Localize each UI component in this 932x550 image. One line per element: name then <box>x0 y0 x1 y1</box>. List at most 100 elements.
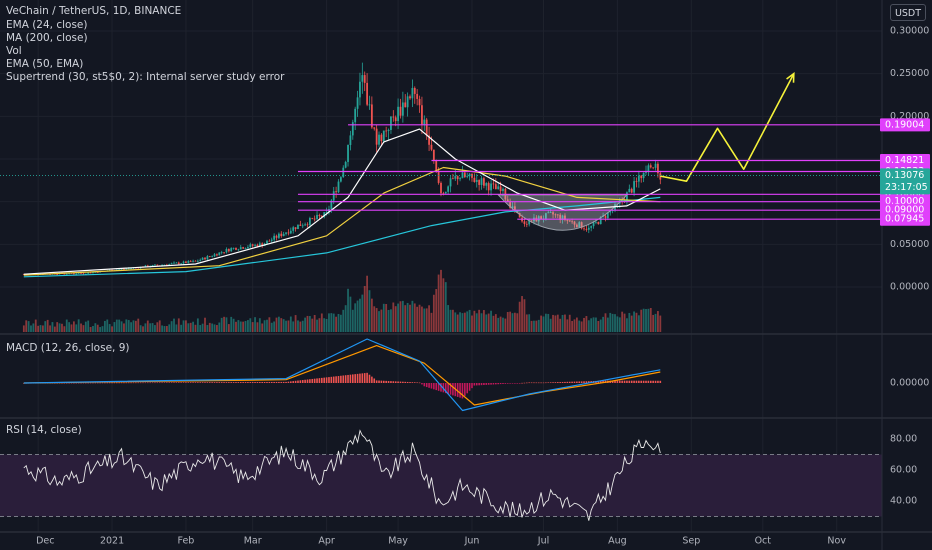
volume-bar <box>530 320 533 332</box>
macd-histogram-bar <box>239 382 242 383</box>
macd-histogram-bar <box>182 382 185 383</box>
volume-bar <box>452 309 454 332</box>
candle-body <box>378 134 380 145</box>
candle-body <box>497 186 500 190</box>
candle-body <box>385 130 388 132</box>
candle-body <box>199 259 202 261</box>
candle-body <box>564 215 566 220</box>
volume-bar <box>454 312 457 332</box>
volume-bar <box>657 311 659 332</box>
macd-histogram-bar <box>497 383 500 385</box>
macd-histogram-bar <box>380 380 383 383</box>
candle-body <box>63 273 66 275</box>
candle-body <box>652 167 655 169</box>
macd-histogram-bar <box>275 381 278 383</box>
volume-bar <box>490 310 492 332</box>
candle-body <box>487 183 490 191</box>
candle-body <box>544 213 547 219</box>
indicator-ema50-label[interactable]: EMA (50, EMA) <box>6 58 84 70</box>
candle-body <box>125 268 128 270</box>
macd-histogram-bar <box>421 383 423 385</box>
candle-body <box>571 221 574 223</box>
macd-histogram-bar <box>125 382 128 384</box>
volume-bar <box>285 320 287 332</box>
volume-bar <box>554 315 557 332</box>
macd-histogram-bar <box>452 383 454 396</box>
volume-bar <box>447 305 450 332</box>
macd-histogram-bar <box>361 373 364 383</box>
currency-unit-badge[interactable]: USDT <box>890 4 926 21</box>
candle-body <box>485 183 488 186</box>
volume-bar <box>361 294 364 332</box>
volume-bar <box>113 322 116 332</box>
macd-histogram-bar <box>638 380 640 383</box>
macd-histogram-bar <box>557 382 559 383</box>
candle-body <box>289 230 292 234</box>
macd-histogram-bar <box>578 381 581 383</box>
rsi-pane-label[interactable]: RSI (14, close) <box>6 424 82 436</box>
candle-body <box>590 226 593 228</box>
macd-histogram-bar <box>111 382 113 384</box>
projection-arrowhead <box>786 72 795 83</box>
macd-pane-label[interactable]: MACD (12, 26, close, 9) <box>6 342 130 354</box>
volume-bar <box>87 320 90 332</box>
volume-bar <box>637 315 640 332</box>
candle-body <box>156 264 159 266</box>
macd-layer <box>23 338 662 412</box>
volume-bar <box>363 286 366 332</box>
volume-bar <box>58 323 61 332</box>
volume-bar <box>263 320 266 332</box>
macd-histogram-bar <box>580 381 583 383</box>
candle-body <box>478 179 481 185</box>
level-price-tag <box>880 212 930 226</box>
volume-bar <box>585 316 588 332</box>
macd-histogram-bar <box>189 382 192 383</box>
macd-histogram-bar <box>144 382 147 384</box>
level-price-label: 0.09000 <box>885 205 924 216</box>
volume-bar <box>406 302 409 332</box>
indicator-ma200-label[interactable]: MA (200, close) <box>6 32 88 44</box>
candle-body <box>161 264 163 266</box>
volume-bar <box>239 321 242 332</box>
candle-body <box>349 135 352 145</box>
macd-histogram-bar <box>287 381 290 383</box>
macd-histogram-bar <box>564 381 566 383</box>
macd-histogram-bar <box>487 383 490 385</box>
volume-bar <box>356 300 359 332</box>
indicator-vol-label[interactable]: Vol <box>6 45 22 57</box>
candle-body <box>394 117 397 122</box>
macd-histogram-bar <box>185 382 187 383</box>
macd-histogram-bar <box>63 382 66 384</box>
candle-body <box>466 176 469 178</box>
candle-body <box>597 221 600 225</box>
volume-bar <box>165 326 168 332</box>
indicator-supertrend-label[interactable]: Supertrend (30, st5$0, 2): Internal serv… <box>6 71 285 83</box>
candle-body <box>637 175 640 182</box>
volume-bar <box>518 301 521 332</box>
volume-bar <box>65 319 68 332</box>
volume-bar <box>437 274 440 332</box>
macd-histogram-bar <box>628 380 631 383</box>
volume-bar <box>75 324 78 332</box>
volume-bar <box>440 269 442 332</box>
volume-bar <box>270 322 273 332</box>
macd-histogram-bar <box>201 382 204 383</box>
volume-bar <box>96 324 99 332</box>
candle-body <box>351 122 354 136</box>
candle-body <box>370 104 373 128</box>
candle-body <box>642 172 645 179</box>
macd-histogram-bar <box>549 382 552 383</box>
volume-bar <box>483 310 485 332</box>
volume-bar <box>435 289 438 332</box>
macd-histogram-bar <box>340 375 342 383</box>
indicator-ema24-label[interactable]: EMA (24, close) <box>6 19 88 31</box>
candle-body <box>373 127 376 129</box>
macd-histogram-bar <box>199 382 202 383</box>
volume-bar <box>654 313 657 332</box>
candle-body <box>173 262 175 264</box>
volume-bar <box>575 317 578 332</box>
volume-bar <box>63 326 66 332</box>
candle-body <box>628 188 631 193</box>
volume-bar <box>51 322 54 332</box>
